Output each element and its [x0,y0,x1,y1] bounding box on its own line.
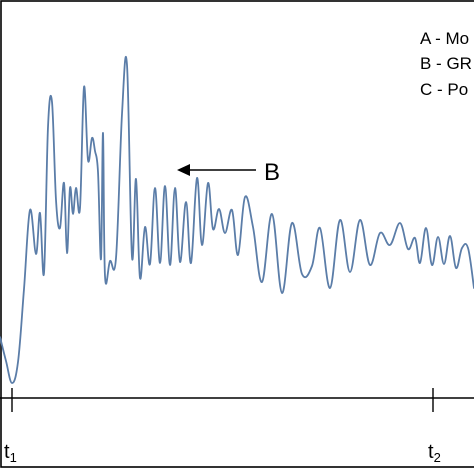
x-tick-label-t2: t2 [428,441,441,465]
series-line [0,56,474,384]
x-tick-label-t1-sub: 1 [10,450,17,465]
x-tick-label-t1: t1 [4,441,17,465]
x-tick-label-t2-sub: 2 [434,450,441,465]
legend-entry-a: A - Mo [420,29,469,48]
annotation-arrowhead-b [177,164,190,176]
x-tick-label-t1-main: t [4,441,10,463]
x-tick-label-t2-main: t [428,441,434,463]
legend-entry-c: C - Po [420,80,468,99]
annotation-label-b: B [264,159,280,186]
legend-entry-b: B - GR [420,54,472,73]
